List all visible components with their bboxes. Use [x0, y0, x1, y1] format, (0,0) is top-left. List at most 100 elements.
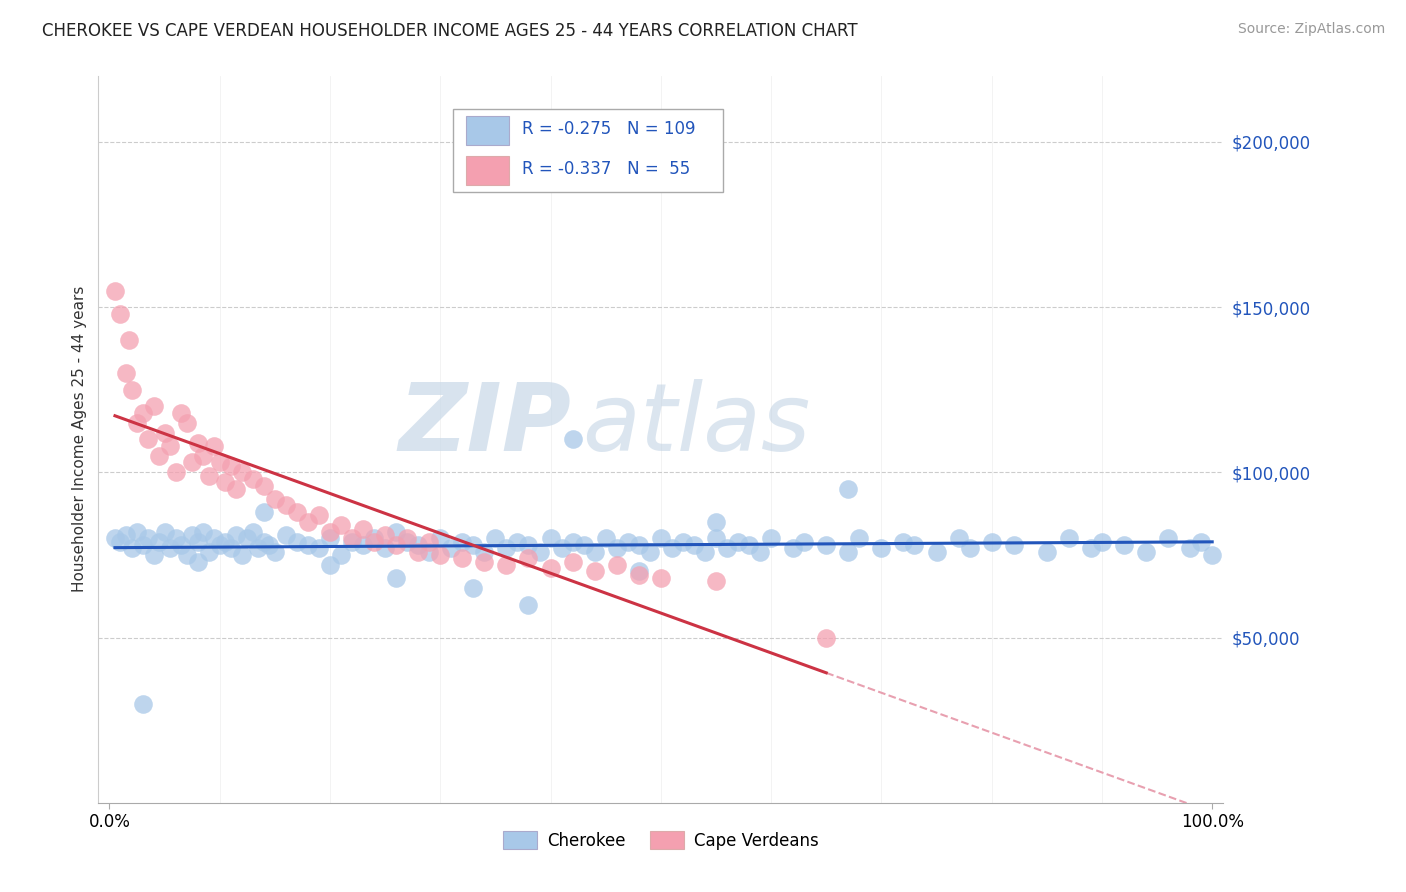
Point	[572, 538, 595, 552]
FancyBboxPatch shape	[467, 116, 509, 145]
Point	[704, 515, 727, 529]
Point	[793, 534, 815, 549]
Point	[274, 499, 297, 513]
Point	[870, 541, 893, 556]
Point	[759, 532, 782, 546]
Point	[219, 458, 242, 473]
Point	[1189, 534, 1212, 549]
Point	[236, 532, 259, 546]
Point	[815, 538, 838, 552]
Point	[231, 466, 253, 480]
Point	[440, 541, 463, 556]
Point	[125, 416, 148, 430]
Point	[115, 366, 138, 380]
Point	[197, 468, 219, 483]
Point	[540, 561, 562, 575]
Point	[247, 541, 270, 556]
Legend: Cherokee, Cape Verdeans: Cherokee, Cape Verdeans	[496, 825, 825, 856]
Point	[219, 541, 242, 556]
Point	[176, 548, 198, 562]
Point	[1091, 534, 1114, 549]
Point	[418, 544, 440, 558]
Point	[627, 538, 650, 552]
Point	[1057, 532, 1080, 546]
Point	[693, 544, 716, 558]
Point	[749, 544, 772, 558]
Point	[418, 534, 440, 549]
Point	[738, 538, 761, 552]
Point	[650, 571, 672, 585]
Point	[197, 544, 219, 558]
Point	[125, 524, 148, 539]
Point	[704, 532, 727, 546]
Point	[1157, 532, 1180, 546]
Point	[406, 544, 429, 558]
Point	[925, 544, 948, 558]
Point	[606, 558, 628, 572]
Point	[406, 538, 429, 552]
Point	[1036, 544, 1059, 558]
Point	[374, 541, 396, 556]
Point	[540, 532, 562, 546]
Point	[170, 538, 193, 552]
Point	[1135, 544, 1157, 558]
Point	[340, 532, 363, 546]
Point	[583, 544, 606, 558]
FancyBboxPatch shape	[467, 156, 509, 185]
Point	[340, 534, 363, 549]
Point	[110, 307, 132, 321]
Point	[474, 544, 496, 558]
Point	[259, 538, 281, 552]
Point	[142, 548, 165, 562]
Point	[148, 449, 170, 463]
Point	[297, 538, 319, 552]
Point	[959, 541, 981, 556]
Point	[214, 534, 236, 549]
Point	[242, 524, 264, 539]
Point	[131, 697, 153, 711]
Point	[429, 532, 451, 546]
Point	[474, 555, 496, 569]
Point	[253, 478, 276, 492]
Point	[529, 544, 551, 558]
Point	[274, 528, 297, 542]
Point	[716, 541, 738, 556]
Point	[104, 532, 127, 546]
Point	[385, 524, 408, 539]
Point	[980, 534, 1002, 549]
Point	[506, 534, 529, 549]
Point	[661, 541, 683, 556]
Point	[650, 532, 672, 546]
Point	[253, 534, 276, 549]
Point	[903, 538, 925, 552]
Point	[110, 534, 132, 549]
Point	[627, 567, 650, 582]
Point	[837, 544, 859, 558]
Point	[1201, 548, 1223, 562]
Point	[396, 532, 419, 546]
Point	[517, 598, 540, 612]
Point	[104, 284, 127, 298]
Point	[517, 551, 540, 566]
Point	[672, 534, 695, 549]
Point	[187, 435, 209, 450]
Point	[683, 538, 706, 552]
Point	[319, 532, 342, 546]
Point	[308, 508, 330, 523]
Point	[638, 544, 661, 558]
Point	[363, 534, 385, 549]
Point	[352, 522, 374, 536]
Point	[727, 534, 749, 549]
Point	[136, 432, 159, 446]
Point	[451, 534, 474, 549]
Point	[374, 528, 396, 542]
Point	[948, 532, 970, 546]
Point	[1080, 541, 1102, 556]
Point	[385, 538, 408, 552]
Point	[202, 532, 225, 546]
Point	[1112, 538, 1135, 552]
Point	[131, 538, 153, 552]
Point	[285, 505, 308, 519]
Point	[187, 534, 209, 549]
Point	[837, 482, 859, 496]
